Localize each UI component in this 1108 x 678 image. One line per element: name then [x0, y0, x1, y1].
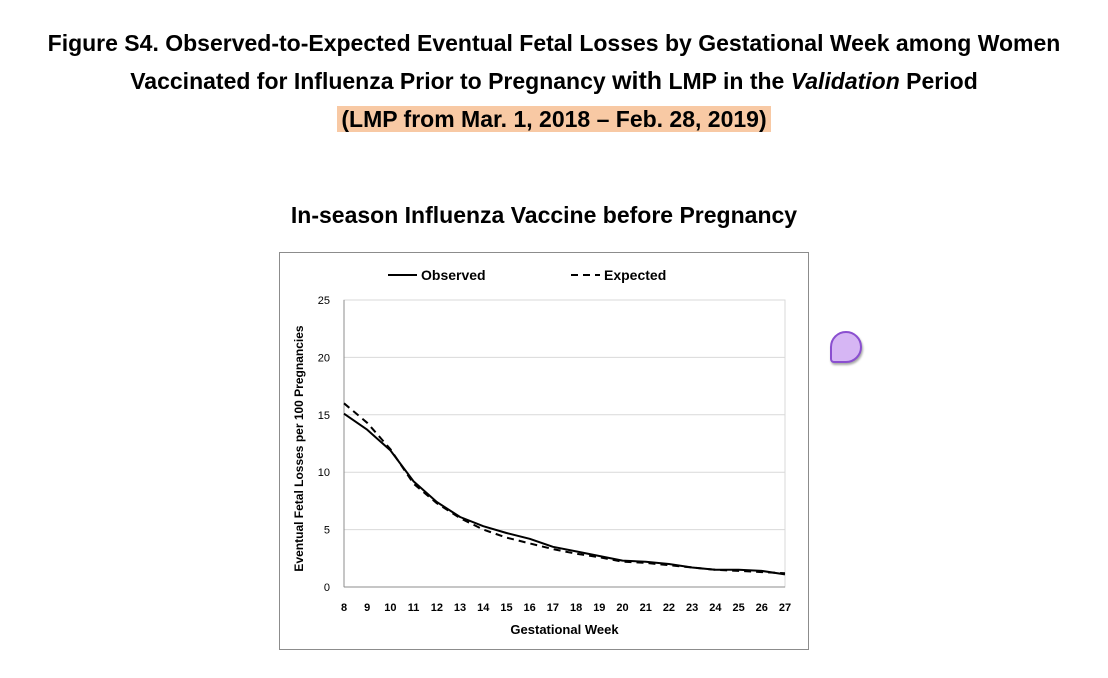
x-tick-label: 14 [477, 602, 490, 614]
x-tick-label: 27 [779, 602, 791, 614]
figure-title-line-3: (LMP from Mar. 1, 2018 – Feb. 28, 2019) [0, 100, 1108, 138]
x-tick-label: 17 [547, 602, 559, 614]
y-axis-title: Eventual Fetal Losses per 100 Pregnancie… [292, 325, 306, 571]
figure-title-line-1: Figure S4. Observed-to-Expected Eventual… [47, 30, 1061, 56]
figure-title-segment: LMP in the [662, 68, 791, 94]
x-tick-label: 16 [524, 602, 536, 614]
x-tick-label: 25 [732, 602, 744, 614]
x-tick-label: 20 [616, 602, 628, 614]
y-tick-label: 5 [324, 525, 330, 537]
x-tick-label: 23 [686, 602, 698, 614]
comment-bubble-icon[interactable] [830, 331, 862, 363]
x-tick-label: 21 [640, 602, 652, 614]
y-tick-label: 15 [318, 410, 330, 422]
x-tick-label: 24 [709, 602, 722, 614]
x-tick-label: 19 [593, 602, 605, 614]
figure-title-segment: Vaccinated for Influenza Prior to Pregna… [130, 68, 613, 94]
x-tick-label: 15 [500, 602, 512, 614]
y-tick-label: 0 [324, 582, 330, 594]
series-line-expected [343, 402, 786, 575]
x-tick-label: 11 [408, 602, 420, 614]
legend-label-observed: Observed [421, 267, 486, 283]
lmp-date-range-highlight: (LMP from Mar. 1, 2018 – Feb. 28, 2019) [337, 106, 771, 132]
figure-title-segment-italic: Validation [790, 68, 900, 94]
x-tick-label: 18 [570, 602, 582, 614]
legend-label-expected: Expected [604, 267, 666, 283]
x-tick-label: 12 [431, 602, 443, 614]
x-tick-label: 26 [756, 602, 768, 614]
series-line-observed [343, 412, 786, 576]
x-tick-label: 10 [384, 602, 396, 614]
line-chart: 0 5 10 15 20 25 8 9 10 11 12 13 14 15 16 17 18 19 20 21 22 23… [292, 267, 791, 637]
figure-title-segment: with [612, 67, 663, 95]
figure-title-segment: Period [899, 68, 978, 94]
y-tick-label: 10 [318, 467, 330, 479]
x-tick-label: 8 [341, 602, 347, 614]
y-tick-label: 20 [318, 352, 330, 364]
x-tick-label: 9 [364, 602, 370, 614]
figure-title: Figure S4. Observed-to-Expected Eventual… [0, 24, 1108, 138]
chart-area: 0 5 10 15 20 25 8 9 10 11 12 13 14 15 16 17 18 19 20 21 22 23… [279, 252, 809, 650]
chart-title: In-season Influenza Vaccine before Pregn… [290, 202, 798, 228]
x-tick-label: 13 [454, 602, 466, 614]
x-tick-label: 22 [663, 602, 675, 614]
x-axis-title: Gestational Week [510, 622, 619, 637]
y-tick-label: 25 [318, 295, 330, 307]
figure-title-line-2: Vaccinated for Influenza Prior to Pregna… [0, 62, 1108, 100]
plot-area-border [343, 299, 786, 588]
